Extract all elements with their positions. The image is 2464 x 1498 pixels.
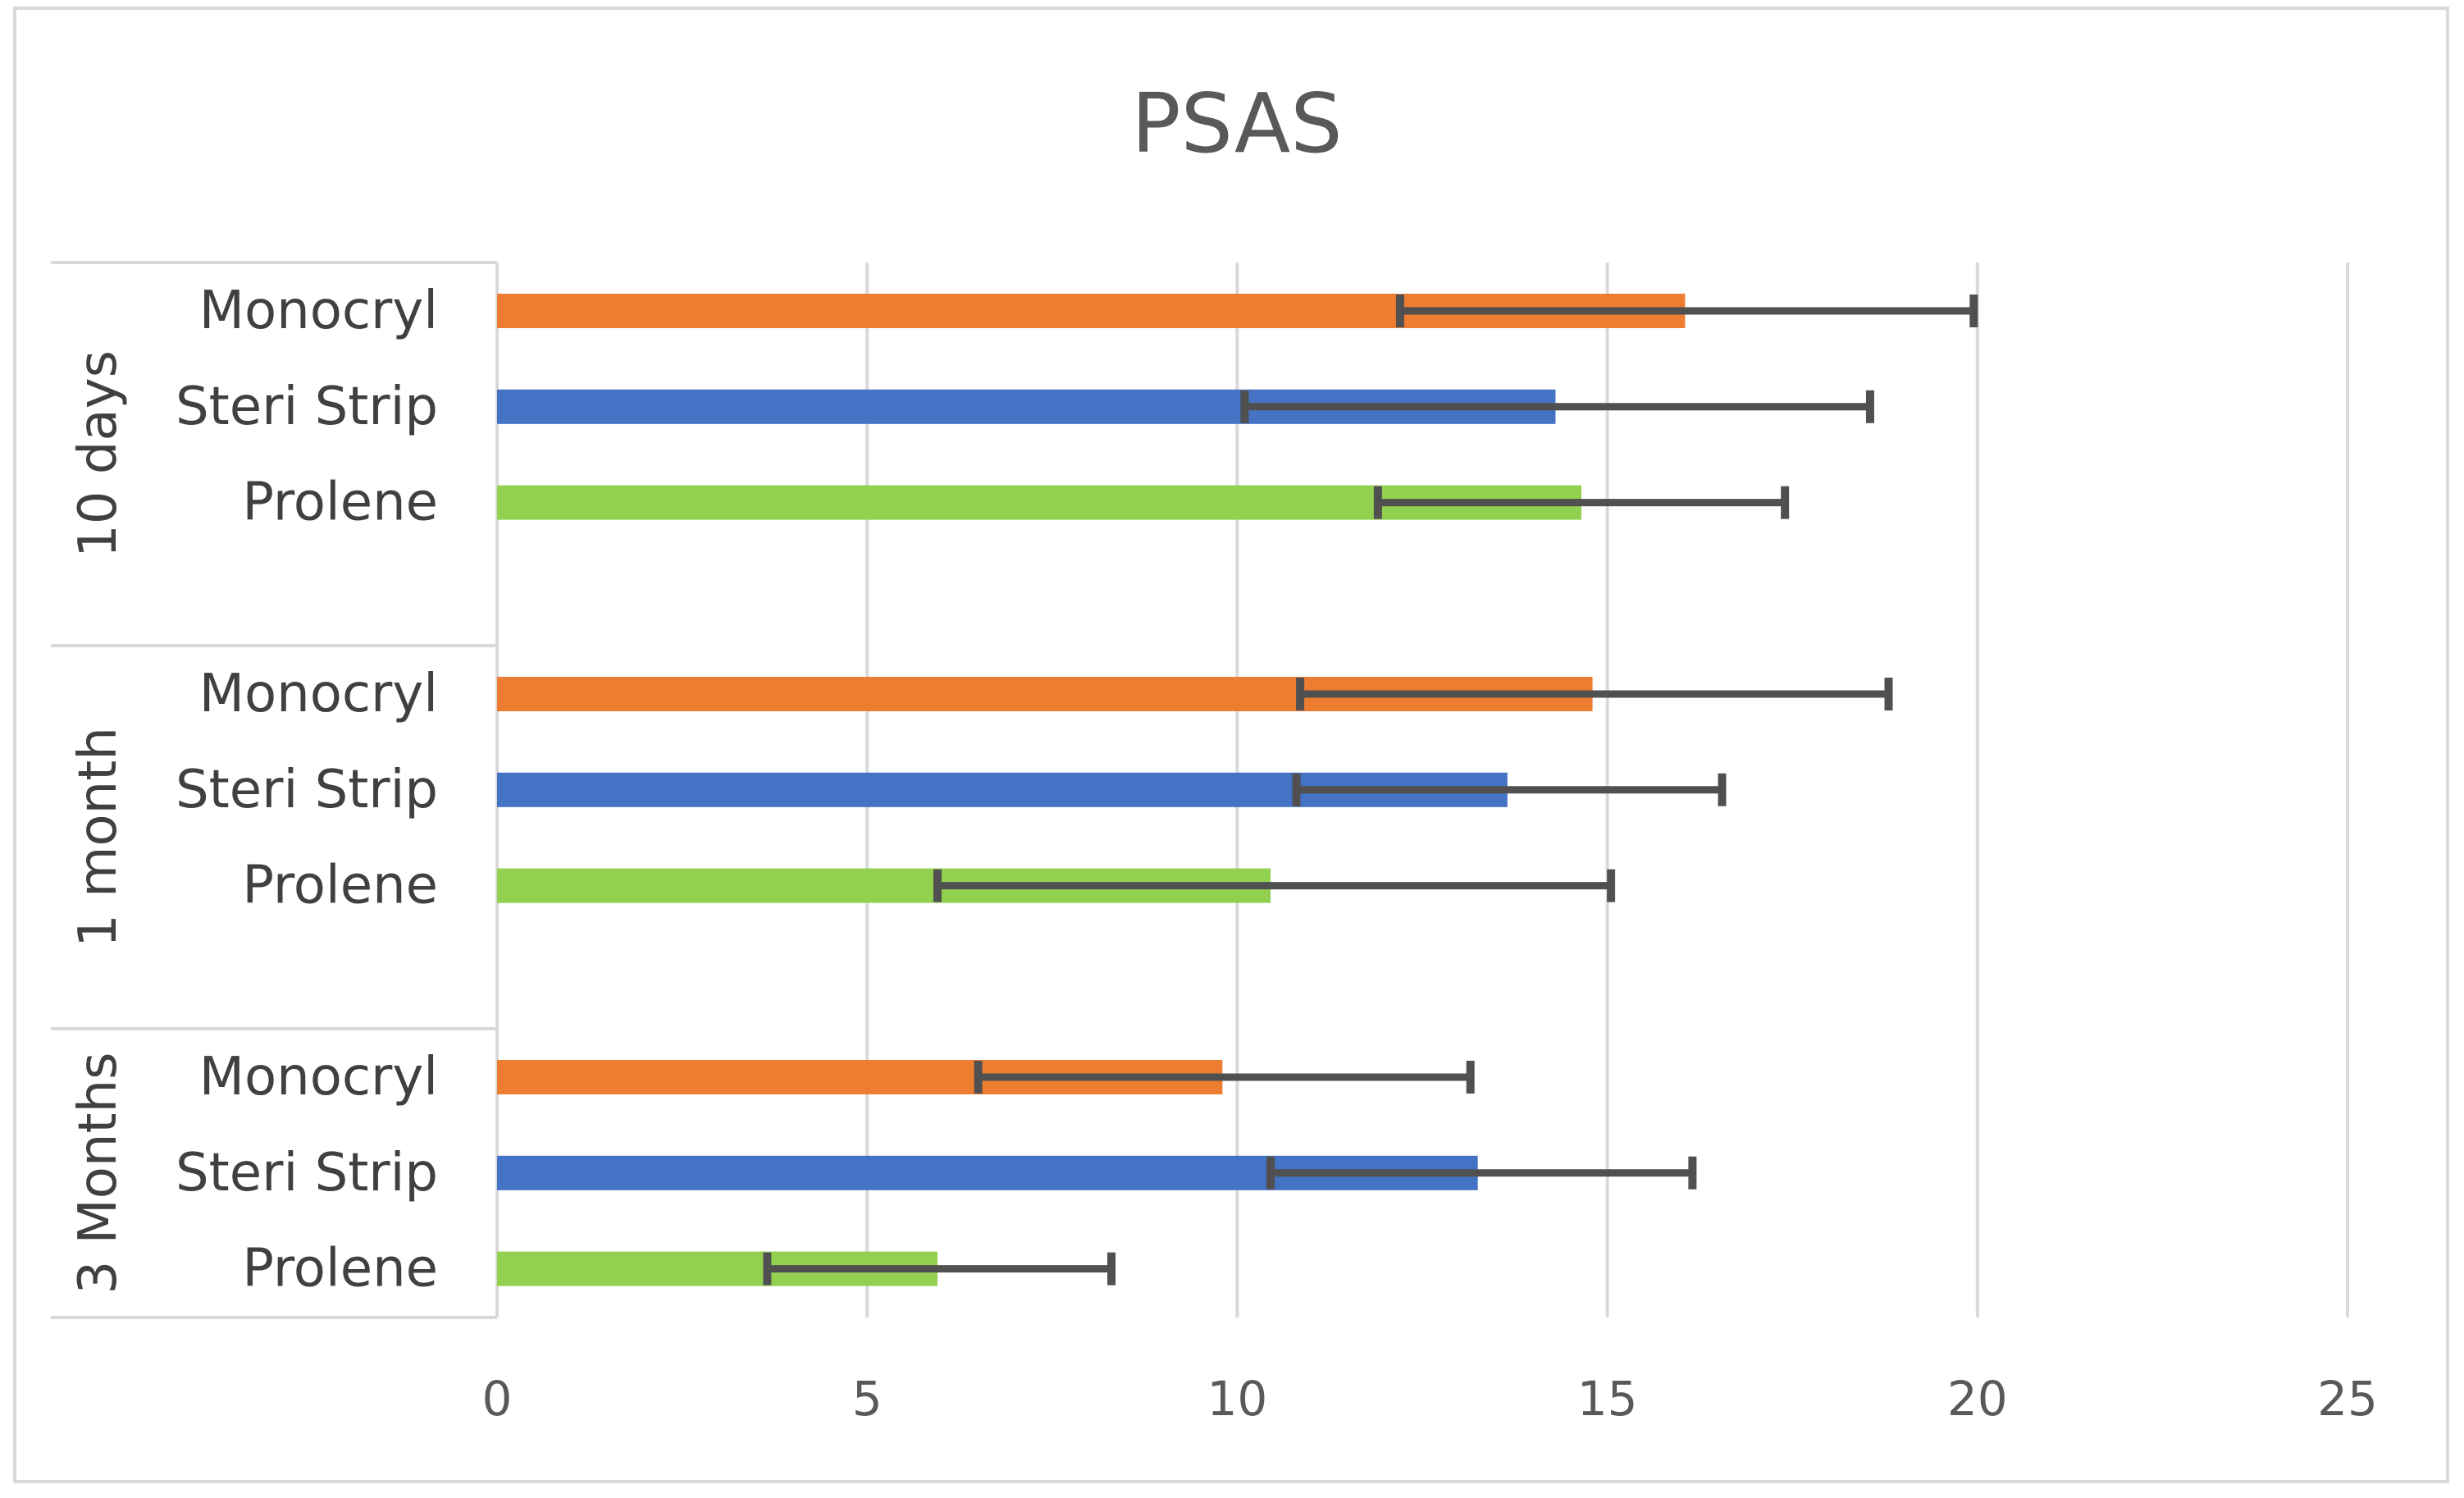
category-axis: 10 days Monocryl Steri Strip Prolene 1 month…: [51, 261, 499, 1319]
group-label-2: 3 Months: [68, 1053, 129, 1295]
category-label: Prolene: [242, 856, 438, 916]
x-tick-label-5: 5: [852, 1371, 883, 1427]
category-label: Monocryl: [199, 664, 438, 724]
category-label: Steri Strip: [176, 1143, 438, 1203]
chart-border: [13, 7, 2449, 1483]
group-label-1: 1 month: [68, 727, 129, 948]
category-label: Steri Strip: [176, 377, 438, 437]
category-label: Steri Strip: [176, 760, 438, 820]
group-label-0: 10 days: [68, 350, 129, 558]
x-tick-label-20: 20: [1947, 1371, 2008, 1427]
chart-title: PSAS: [1131, 75, 1343, 171]
x-tick-label-25: 25: [2317, 1371, 2378, 1427]
x-axis-ticks: 0 5 10 15 20 25: [482, 1371, 2378, 1427]
category-label: Monocryl: [199, 1047, 438, 1108]
x-tick-label-15: 15: [1577, 1371, 1638, 1427]
category-label: Prolene: [242, 473, 438, 533]
x-tick-label-10: 10: [1207, 1371, 1267, 1427]
category-label: Monocryl: [199, 281, 438, 341]
error-bars: [763, 295, 1978, 1286]
x-tick-label-0: 0: [482, 1371, 513, 1427]
category-label: Prolene: [242, 1239, 438, 1299]
